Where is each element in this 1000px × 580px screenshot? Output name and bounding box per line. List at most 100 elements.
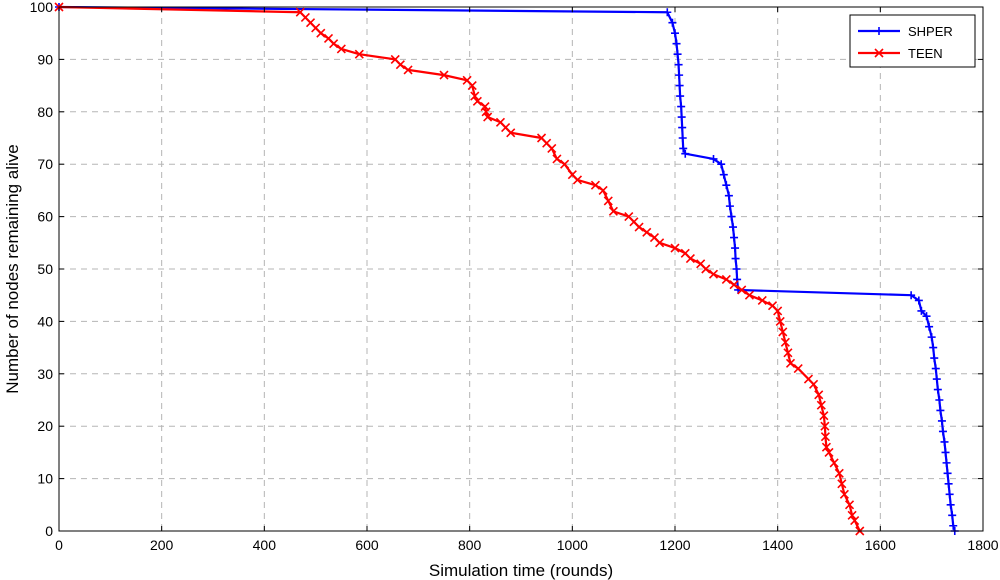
data-point-teen — [470, 91, 480, 101]
data-point-shper — [719, 170, 728, 179]
data-point-shper — [709, 154, 718, 163]
data-point-teen — [590, 180, 600, 190]
data-point-teen — [547, 143, 557, 154]
y-tick-label: 80 — [37, 104, 53, 120]
data-point-shper — [938, 427, 947, 436]
data-point-teen — [634, 222, 644, 232]
data-point-shper — [727, 212, 736, 221]
data-point-teen — [809, 379, 819, 389]
y-tick-label: 70 — [37, 156, 53, 172]
grid-lines — [59, 7, 983, 531]
data-point-teen — [839, 489, 849, 499]
x-tick-label: 1000 — [557, 537, 588, 553]
data-point-teen — [729, 280, 739, 290]
data-point-shper — [948, 511, 957, 520]
x-tick-label: 800 — [458, 537, 482, 553]
data-point-shper — [722, 181, 731, 190]
data-point-shper — [675, 71, 684, 80]
data-point-teen — [821, 442, 831, 452]
data-point-teen — [844, 500, 855, 510]
data-point-shper — [944, 479, 953, 488]
data-point-teen — [834, 468, 844, 478]
data-point-teen — [506, 128, 516, 138]
data-point-teen — [783, 348, 793, 358]
data-point-shper — [732, 265, 741, 273]
data-point-shper — [677, 113, 686, 122]
data-point-teen — [598, 185, 608, 195]
legend: SHPER TEEN — [849, 14, 976, 68]
data-point-shper — [730, 233, 739, 242]
data-point-shper — [725, 202, 734, 211]
data-point-teen — [572, 175, 583, 185]
data-point-shper — [729, 223, 738, 232]
data-point-shper — [668, 18, 677, 27]
y-tick-label: 100 — [30, 0, 54, 15]
data-point-teen — [685, 253, 695, 264]
data-point-teen — [708, 269, 719, 279]
data-point-teen — [744, 290, 754, 300]
data-point-shper — [907, 291, 916, 300]
data-point-shper — [931, 364, 940, 373]
data-point-teen — [829, 458, 839, 468]
data-point-shper — [724, 191, 733, 200]
data-point-shper — [917, 306, 926, 315]
data-point-shper — [949, 521, 958, 530]
data-point-shper — [731, 254, 740, 263]
data-point-teen — [847, 510, 857, 520]
y-axis-label: Number of nodes remaining alive — [3, 144, 22, 393]
data-point-shper — [925, 322, 934, 331]
legend-label-teen: TEEN — [908, 46, 943, 61]
data-point-teen — [329, 39, 339, 49]
data-point-shper — [941, 448, 950, 457]
data-point-teen — [670, 243, 680, 253]
data-point-teen — [820, 421, 830, 431]
data-point-teen — [757, 295, 767, 306]
data-point-shper — [672, 39, 681, 48]
legend-marker-shper — [875, 27, 883, 35]
y-tick-label: 0 — [45, 523, 53, 539]
data-point-teen — [820, 432, 830, 442]
x-tick-label: 1800 — [967, 537, 998, 553]
data-point-teen — [819, 411, 829, 421]
data-point-shper — [942, 458, 951, 467]
data-point-teen — [603, 196, 613, 206]
data-point-shper — [922, 312, 931, 321]
series-layer — [54, 2, 959, 536]
data-point-teen — [395, 60, 405, 70]
data-point-teen — [481, 107, 491, 117]
data-point-teen — [824, 447, 834, 457]
data-point-teen — [655, 238, 665, 248]
data-point-shper — [936, 406, 945, 415]
data-point-teen — [316, 28, 326, 38]
data-point-shper — [930, 354, 939, 363]
data-point-shper — [663, 8, 672, 17]
data-point-shper — [717, 160, 726, 169]
x-tick-label: 1600 — [865, 537, 896, 553]
y-tick-label: 10 — [37, 471, 53, 487]
data-point-teen — [472, 96, 482, 106]
legend-label-shper: SHPER — [908, 24, 953, 39]
data-point-shper — [679, 144, 688, 153]
x-tick-label: 1200 — [659, 537, 690, 553]
data-point-shper — [945, 490, 954, 499]
data-point-teen — [701, 264, 711, 274]
series-teen — [54, 2, 865, 536]
data-point-teen — [467, 81, 477, 91]
data-point-teen — [608, 206, 618, 216]
data-point-shper — [674, 60, 683, 69]
x-tick-label: 1400 — [762, 537, 793, 553]
data-point-teen — [814, 390, 824, 400]
data-point-teen — [775, 316, 785, 326]
data-point-teen — [737, 285, 747, 295]
y-tick-label: 60 — [37, 209, 53, 225]
data-point-teen — [773, 306, 783, 316]
x-tick-label: 200 — [150, 537, 174, 553]
data-point-teen — [642, 227, 652, 237]
data-point-shper — [943, 469, 952, 478]
data-point-shper — [677, 102, 686, 111]
y-tick-label: 50 — [37, 261, 53, 277]
data-point-shper — [927, 333, 936, 342]
x-tick-label: 0 — [55, 537, 63, 553]
data-point-teen — [721, 274, 731, 285]
